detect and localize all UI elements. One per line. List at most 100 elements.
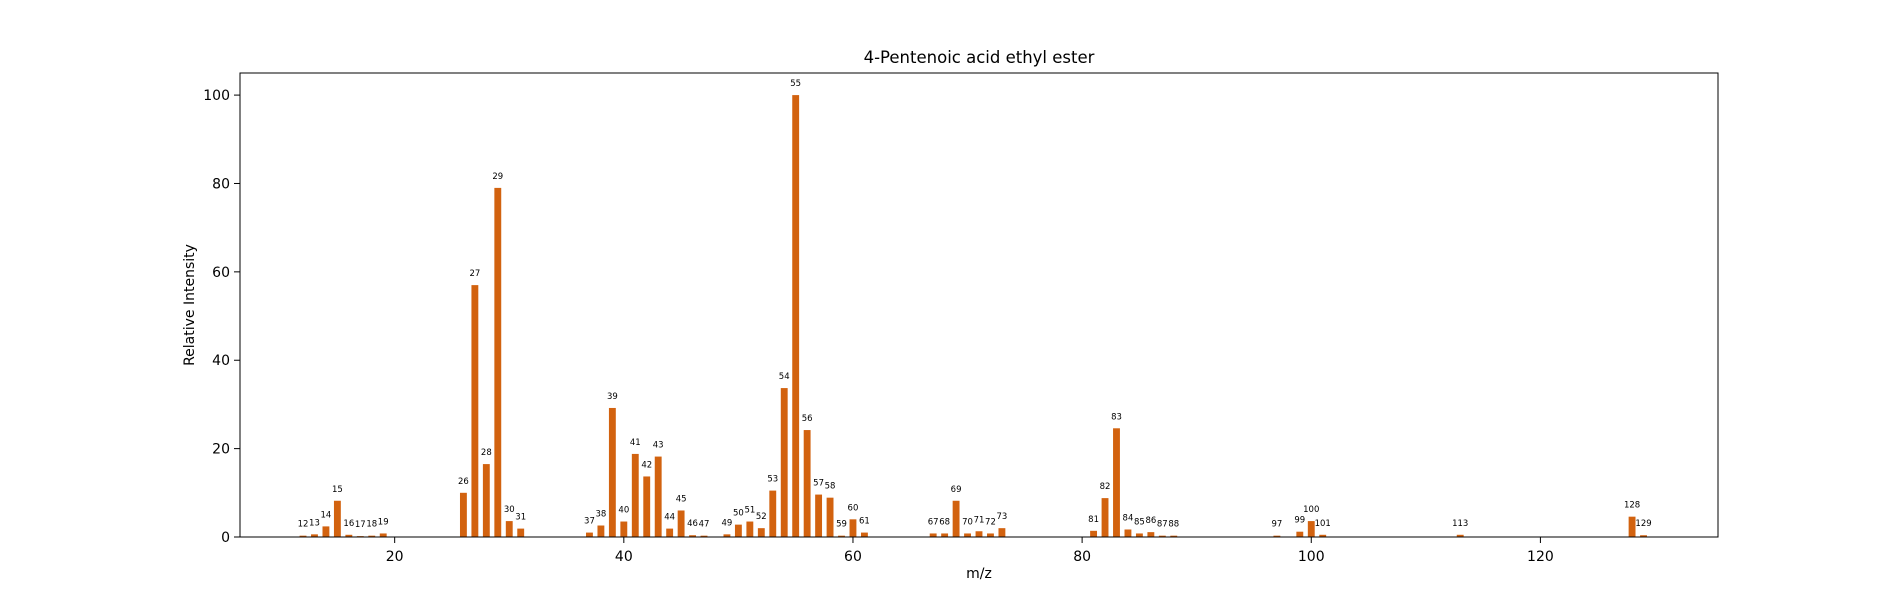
- bar-mz-113: [1456, 534, 1464, 537]
- bar-label-mz-46: 46: [687, 519, 698, 529]
- bar-mz-69: [952, 500, 960, 537]
- bar-mz-37: [586, 532, 593, 537]
- bar-mz-15: [333, 500, 341, 537]
- bar-label-mz-58: 58: [825, 482, 836, 492]
- bar-label-mz-73: 73: [997, 512, 1008, 522]
- bar-label-mz-28: 28: [481, 448, 492, 458]
- bar-label-mz-129: 129: [1635, 519, 1651, 529]
- bar-label-mz-100: 100: [1303, 505, 1319, 515]
- bar-mz-59: [838, 535, 845, 537]
- bar-label-mz-15: 15: [332, 485, 343, 495]
- bar-mz-39: [608, 407, 616, 537]
- bar-mz-67: [929, 533, 937, 537]
- bar-mz-81: [1090, 530, 1098, 537]
- bar-label-mz-56: 56: [802, 414, 813, 424]
- bar-label-mz-70: 70: [962, 517, 973, 527]
- bar-mz-51: [746, 521, 754, 537]
- bar-label-mz-101: 101: [1315, 519, 1331, 529]
- bar-label-mz-97: 97: [1271, 520, 1282, 530]
- bar-label-mz-52: 52: [756, 512, 767, 522]
- bar-mz-54: [780, 388, 788, 537]
- bar-label-mz-19: 19: [378, 517, 389, 527]
- bar-label-mz-82: 82: [1100, 482, 1111, 492]
- bar-label-mz-12: 12: [298, 520, 309, 530]
- bar-label-mz-16: 16: [343, 519, 354, 529]
- bar-mz-14: [322, 526, 330, 537]
- bar-label-mz-84: 84: [1123, 513, 1134, 523]
- bar-label-mz-83: 83: [1111, 412, 1122, 422]
- bar-label-mz-42: 42: [641, 460, 652, 470]
- y-tick-label-0: 0: [221, 530, 230, 546]
- bar-label-mz-57: 57: [813, 479, 824, 489]
- bar-label-mz-87: 87: [1157, 520, 1168, 530]
- bar-mz-44: [666, 528, 674, 537]
- x-tick-label-60: 60: [844, 549, 862, 565]
- bar-label-mz-72: 72: [985, 517, 996, 527]
- bar-label-mz-38: 38: [595, 510, 606, 520]
- bar-label-mz-50: 50: [733, 509, 744, 519]
- bar-label-mz-51: 51: [744, 506, 755, 516]
- bar-mz-49: [723, 534, 731, 537]
- bar-mz-29: [494, 187, 502, 537]
- bar-mz-99: [1296, 531, 1304, 537]
- y-tick-label-100: 100: [203, 88, 230, 104]
- bar-mz-72: [987, 533, 994, 537]
- x-tick-label-40: 40: [615, 549, 633, 565]
- bar-label-mz-59: 59: [836, 520, 847, 530]
- bar-mz-53: [769, 490, 777, 537]
- y-axis-title: Relative Intensity: [182, 244, 198, 366]
- bar-mz-87: [1158, 535, 1166, 537]
- bar-label-mz-85: 85: [1134, 517, 1145, 527]
- y-tick-label-40: 40: [212, 353, 230, 369]
- bar-mz-43: [654, 456, 662, 537]
- bar-mz-129: [1640, 535, 1647, 537]
- bar-label-mz-30: 30: [504, 505, 515, 515]
- bar-label-mz-86: 86: [1145, 516, 1156, 526]
- bar-label-mz-49: 49: [722, 518, 733, 528]
- bar-mz-30: [505, 521, 513, 537]
- bar-label-mz-27: 27: [469, 269, 480, 279]
- bar-label-mz-37: 37: [584, 517, 595, 527]
- bar-mz-55: [792, 95, 800, 537]
- y-tick-label-60: 60: [212, 265, 230, 281]
- bar-label-mz-61: 61: [859, 517, 870, 527]
- bar-mz-46: [689, 535, 697, 537]
- bar-mz-101: [1319, 534, 1327, 537]
- bar-label-mz-67: 67: [928, 517, 939, 527]
- bar-label-mz-14: 14: [321, 510, 332, 520]
- bar-label-mz-43: 43: [653, 441, 664, 451]
- bar-label-mz-81: 81: [1088, 515, 1099, 525]
- bar-mz-41: [631, 453, 639, 537]
- bar-mz-82: [1101, 498, 1109, 537]
- chart-title: 4-Pentenoic acid ethyl ester: [864, 48, 1095, 67]
- bar-label-mz-47: 47: [699, 520, 710, 530]
- bar-mz-58: [826, 497, 834, 537]
- bar-mz-38: [597, 525, 605, 537]
- x-tick-label-120: 120: [1527, 549, 1554, 565]
- bar-mz-12: [299, 535, 307, 537]
- bar-label-mz-18: 18: [366, 520, 377, 530]
- bar-mz-88: [1170, 535, 1178, 537]
- bar-mz-26: [459, 492, 467, 537]
- bar-mz-70: [964, 533, 971, 537]
- x-axis-ticks: 20 40 60 80 100 120: [386, 537, 1554, 565]
- bar-mz-50: [734, 524, 742, 537]
- bar-label-mz-113: 113: [1452, 519, 1468, 529]
- bar-label-mz-128: 128: [1624, 501, 1640, 511]
- y-axis-ticks: 0 20 40 60 80 100: [203, 88, 240, 546]
- bars-group: [299, 95, 1647, 537]
- bar-label-mz-53: 53: [767, 475, 778, 485]
- bar-mz-16: [345, 534, 353, 537]
- bar-label-mz-55: 55: [790, 79, 801, 89]
- bar-mz-47: [700, 535, 708, 537]
- x-tick-label-100: 100: [1298, 549, 1325, 565]
- bar-mz-100: [1307, 521, 1315, 537]
- bar-mz-56: [803, 430, 811, 537]
- x-tick-label-20: 20: [386, 549, 404, 565]
- bar-label-mz-26: 26: [458, 477, 469, 487]
- bar-mz-27: [471, 285, 479, 537]
- bar-label-mz-68: 68: [939, 517, 950, 527]
- bar-mz-42: [643, 476, 651, 537]
